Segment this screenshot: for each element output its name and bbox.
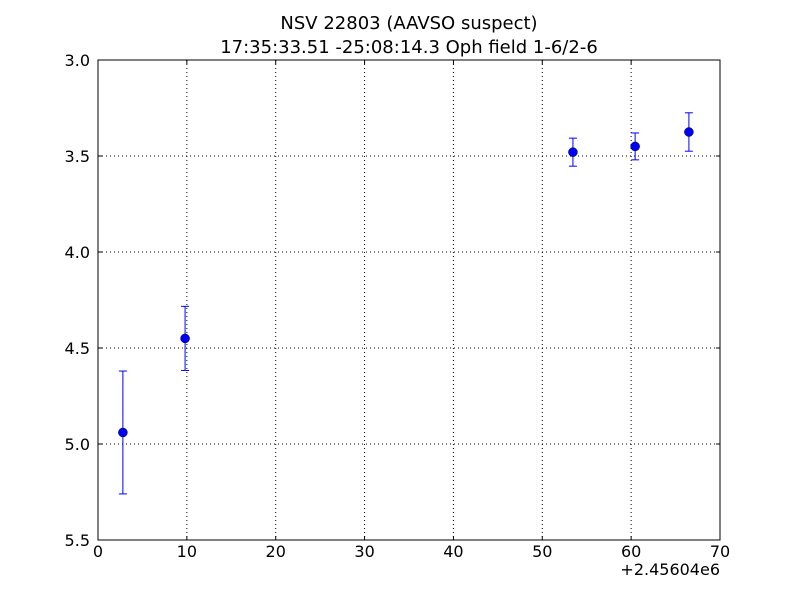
chart-title: NSV 22803 (AAVSO suspect) bbox=[280, 13, 537, 34]
x-tick-label: 70 bbox=[710, 542, 730, 561]
y-tick-label: 3.5 bbox=[65, 147, 90, 166]
x-offset-label: +2.45604e6 bbox=[620, 560, 720, 579]
x-tick-label: 20 bbox=[266, 542, 286, 561]
x-tick-label: 10 bbox=[177, 542, 197, 561]
x-tick-label: 50 bbox=[532, 542, 552, 561]
x-tick-label: 0 bbox=[93, 542, 103, 561]
y-tick-label: 4.5 bbox=[65, 339, 90, 358]
chart-subtitle: 17:35:33.51 -25:08:14.3 Oph field 1-6/2-… bbox=[220, 37, 598, 58]
y-tick-label: 4.0 bbox=[65, 243, 90, 262]
x-tick-label: 30 bbox=[354, 542, 374, 561]
data-point bbox=[180, 333, 190, 344]
data-point bbox=[630, 141, 640, 152]
x-tick-label: 40 bbox=[443, 542, 463, 561]
y-tick-label: 5.5 bbox=[65, 531, 90, 550]
y-tick-label: 5.0 bbox=[65, 435, 90, 454]
y-tick-label: 3.0 bbox=[65, 51, 90, 70]
data-point bbox=[684, 127, 694, 137]
x-tick-label: 60 bbox=[621, 542, 641, 561]
plot-frame bbox=[97, 59, 721, 541]
data-point bbox=[568, 147, 578, 157]
data-point bbox=[118, 427, 128, 438]
